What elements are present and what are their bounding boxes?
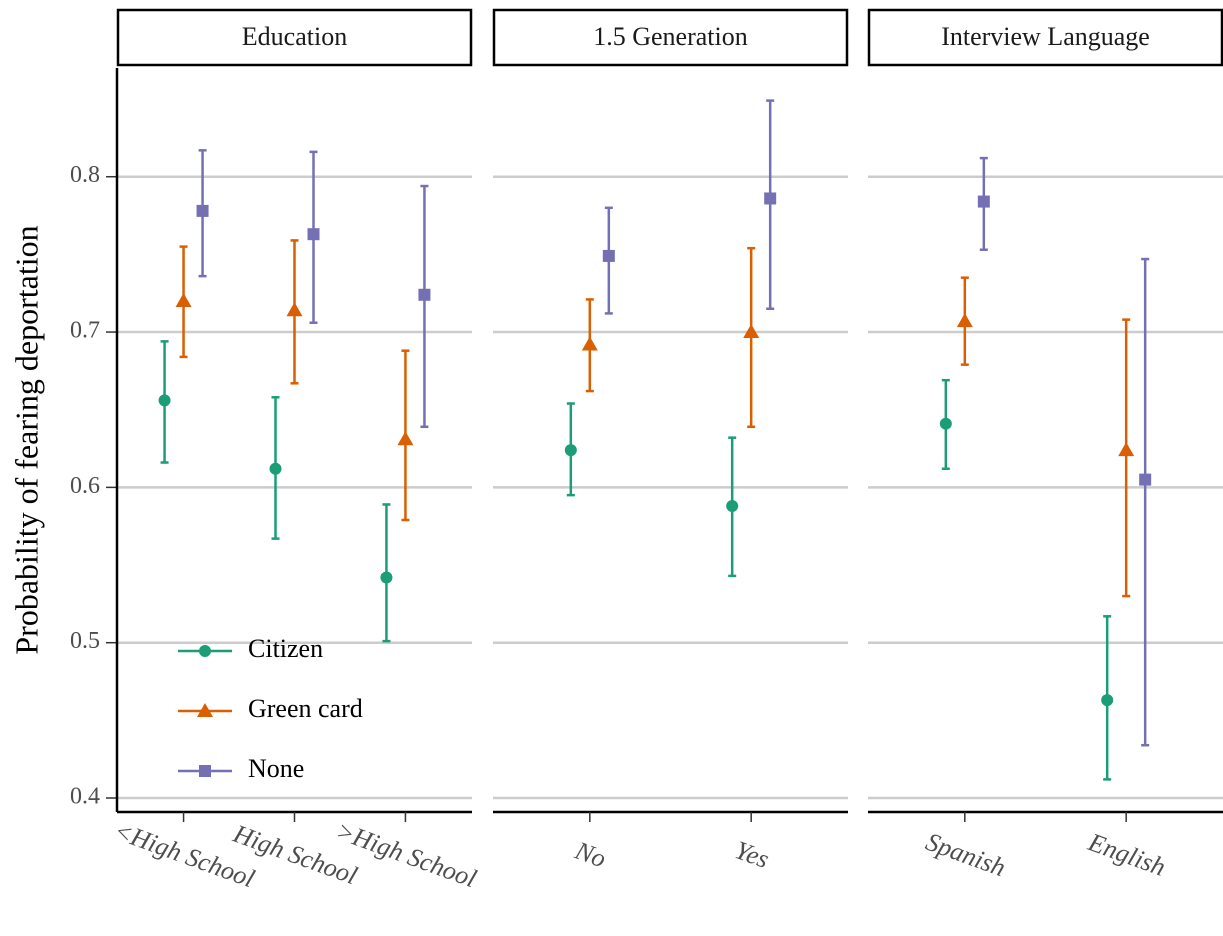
- error-group: [1118, 318, 1135, 598]
- point: [956, 313, 973, 328]
- point: [286, 302, 303, 317]
- facet-strip: [492, 8, 849, 67]
- point: [764, 192, 777, 205]
- point: [564, 444, 577, 457]
- error-group: [158, 340, 171, 464]
- x-tick-label: Spanish: [922, 827, 1009, 882]
- facet-title: Education: [242, 22, 347, 51]
- point: [1101, 694, 1114, 707]
- point: [196, 204, 209, 217]
- x-tick-label: English: [1084, 827, 1170, 882]
- error-group: [286, 239, 303, 385]
- legend-label: Green card: [248, 694, 363, 723]
- error-group: [1101, 615, 1114, 781]
- error-group: [956, 276, 973, 366]
- error-group: [564, 402, 577, 497]
- y-tick-label: 0.5: [70, 628, 100, 654]
- error-group: [418, 184, 431, 429]
- point: [380, 571, 393, 584]
- point: [158, 394, 171, 407]
- legend-marker: [199, 765, 211, 777]
- point: [581, 336, 598, 351]
- point: [1139, 473, 1152, 486]
- y-tick-label: 0.4: [70, 784, 100, 810]
- error-group: [196, 149, 209, 278]
- error-group: [1139, 257, 1152, 747]
- error-group: [726, 436, 739, 578]
- x-tick-label: >High School: [332, 816, 480, 893]
- point: [602, 249, 615, 262]
- point: [175, 292, 192, 307]
- error-group: [939, 378, 952, 470]
- error-group: [175, 245, 192, 359]
- error-group: [602, 206, 615, 315]
- facet-title: 1.5 Generation: [593, 22, 748, 51]
- error-group: [269, 396, 282, 540]
- error-group: [743, 246, 760, 429]
- error-group: [380, 503, 393, 643]
- legend-marker: [199, 645, 211, 657]
- legend-label: None: [248, 754, 304, 783]
- y-tick-label: 0.6: [70, 473, 100, 499]
- y-tick-label: 0.7: [70, 318, 100, 344]
- point: [307, 228, 320, 241]
- x-tick-label: Yes: [731, 835, 773, 874]
- point: [743, 324, 760, 339]
- facet-title: Interview Language: [941, 22, 1150, 51]
- legend-label: Citizen: [248, 634, 323, 663]
- point: [397, 431, 414, 446]
- error-group: [764, 99, 777, 311]
- y-tick-label: 0.8: [70, 162, 100, 188]
- error-group: [581, 298, 598, 393]
- point: [939, 417, 952, 430]
- error-group: [397, 349, 414, 522]
- y-axis-title: Probability of fearing deportation: [8, 225, 44, 654]
- facet-strip: [116, 8, 473, 67]
- point: [1118, 442, 1135, 457]
- point: [726, 500, 739, 513]
- point: [418, 288, 431, 301]
- x-tick-label: No: [571, 835, 610, 873]
- point: [269, 462, 282, 475]
- error-group: [977, 156, 990, 251]
- error-group: [307, 150, 320, 324]
- point: [977, 195, 990, 208]
- facet-strip: [867, 8, 1223, 67]
- legend-marker: [197, 703, 213, 717]
